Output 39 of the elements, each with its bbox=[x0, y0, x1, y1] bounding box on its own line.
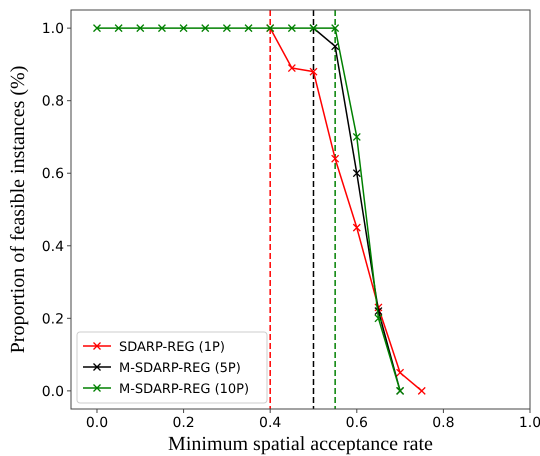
point bbox=[396, 368, 404, 377]
x-tick-label: 1.0 bbox=[518, 415, 540, 431]
x-tick-label: 0.4 bbox=[259, 415, 282, 431]
point bbox=[201, 24, 210, 32]
y-axis-title: Proportion of feasible instances (%) bbox=[7, 66, 29, 354]
point bbox=[179, 24, 188, 32]
x-tick-label: 0.0 bbox=[86, 415, 108, 431]
point bbox=[288, 24, 296, 32]
point bbox=[374, 314, 383, 322]
legend-label: SDARP-REG (1P) bbox=[119, 340, 225, 355]
point bbox=[309, 68, 318, 76]
point bbox=[136, 24, 144, 32]
y-tick-label: 0.2 bbox=[42, 311, 64, 328]
point bbox=[374, 306, 383, 316]
legend-label: M-SDARP-REG (5P) bbox=[119, 361, 241, 376]
y-tick-label: 0.6 bbox=[42, 166, 64, 182]
y-tick-label: 0.4 bbox=[42, 238, 64, 255]
point bbox=[114, 24, 123, 32]
point bbox=[158, 24, 166, 32]
x-tick-label: 0.8 bbox=[432, 415, 455, 431]
point bbox=[330, 24, 340, 32]
point bbox=[330, 42, 340, 50]
point bbox=[374, 303, 383, 312]
legend-label: M-SDARP-REG (10P) bbox=[119, 382, 250, 397]
x-tick-label: 0.6 bbox=[346, 415, 368, 431]
point bbox=[352, 169, 361, 178]
y-tick-label: 1.0 bbox=[42, 21, 64, 38]
point bbox=[352, 132, 361, 142]
point bbox=[330, 154, 340, 163]
y-tick-label: 0.8 bbox=[42, 94, 64, 110]
point bbox=[92, 24, 102, 32]
point bbox=[222, 24, 232, 32]
point bbox=[352, 223, 361, 232]
point bbox=[244, 24, 253, 32]
point bbox=[288, 64, 296, 72]
x-axis-title: Minimum spatial acceptance rate bbox=[168, 433, 434, 455]
point bbox=[418, 386, 426, 396]
x-tick-label: 0.2 bbox=[172, 415, 195, 431]
y-tick-label: 0.0 bbox=[42, 384, 64, 400]
